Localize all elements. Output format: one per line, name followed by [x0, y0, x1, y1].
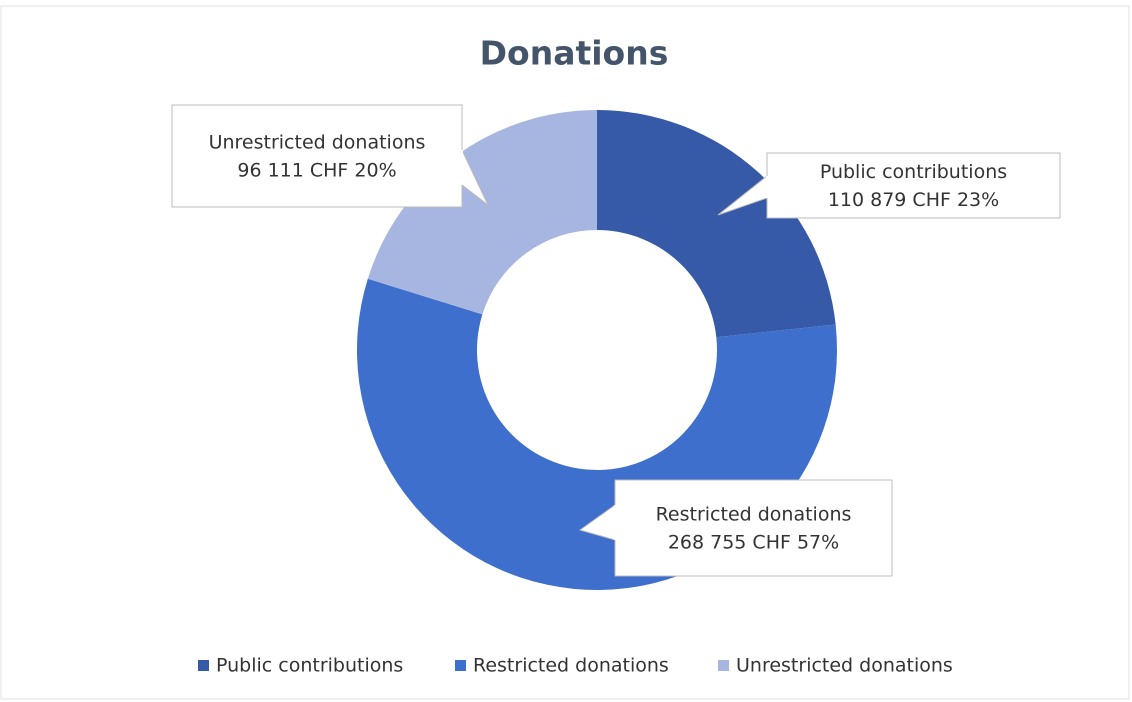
data-label-value: 110 879 CHF 23% — [828, 189, 999, 211]
callout-box — [766, 152, 1061, 219]
chart-title: Donations — [480, 34, 669, 73]
legend-label: Restricted donations — [473, 655, 669, 677]
data-label-value: 96 111 CHF 20% — [237, 160, 396, 182]
data-label-value: 268 755 CHF 57% — [668, 532, 839, 554]
callout-box — [614, 479, 893, 577]
donut-slice — [367, 110, 597, 315]
data-label-name: Unrestricted donations — [209, 132, 426, 154]
legend-label: Public contributions — [216, 655, 403, 677]
donut-slice — [597, 110, 836, 338]
data-label-name: Restricted donations — [656, 504, 852, 526]
legend-swatch — [718, 660, 729, 671]
data-label-name: Public contributions — [820, 161, 1007, 183]
legend-swatch — [198, 660, 209, 671]
chart-border — [0, 5, 1130, 700]
legend-swatch — [455, 660, 466, 671]
legend-label: Unrestricted donations — [736, 655, 953, 677]
callout-box — [171, 104, 463, 208]
